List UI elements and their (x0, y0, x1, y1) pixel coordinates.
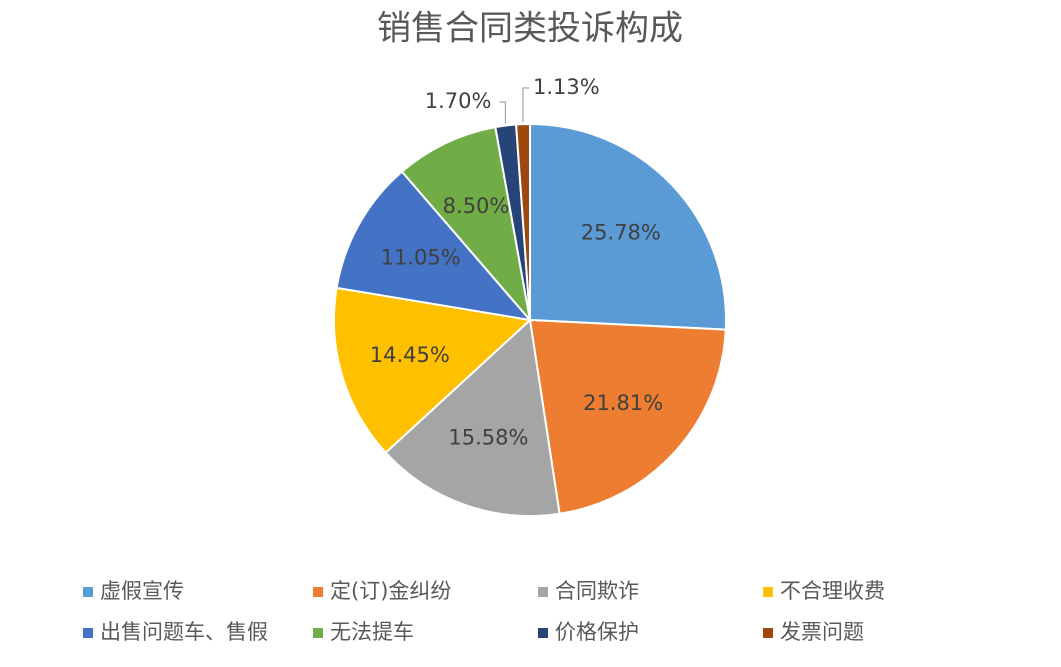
legend-swatch (83, 628, 93, 638)
value-label: 11.05% (381, 246, 461, 270)
pie-slice (400, 125, 532, 324)
legend-swatch (538, 587, 548, 597)
leader-line (522, 87, 529, 123)
value-label: 25.78% (581, 221, 661, 245)
pie-slice (384, 317, 561, 517)
legend-label: 出售问题车、售假 (100, 620, 268, 644)
legend-label: 发票问题 (780, 620, 864, 644)
leader-line (499, 101, 507, 124)
pie-slice (335, 170, 533, 322)
pie-slice (529, 122, 727, 331)
pie-slice (333, 286, 533, 455)
legend-label: 价格保护 (555, 620, 639, 644)
value-label: 1.13% (533, 75, 600, 99)
legend-swatch (538, 628, 548, 638)
value-label: 1.70% (425, 89, 492, 113)
value-label: 8.50% (443, 194, 510, 218)
legend-label: 无法提车 (330, 620, 414, 644)
value-label: 15.58% (448, 425, 528, 449)
legend-swatch (763, 628, 773, 638)
pie-slice (515, 122, 531, 321)
legend-label: 定(订)金纠纷 (330, 579, 451, 603)
chart-title: 销售合同类投诉构成 (377, 9, 683, 49)
value-label: 21.81% (583, 391, 663, 415)
legend-swatch (763, 587, 773, 597)
legend-label: 虚假宣传 (100, 579, 184, 603)
legend-swatch (83, 587, 93, 597)
pie-slice (528, 318, 727, 515)
legend-swatch (313, 587, 323, 597)
legend-swatch (313, 628, 323, 638)
legend-label: 合同欺诈 (555, 579, 639, 603)
legend-label: 不合理收费 (780, 579, 885, 603)
value-label: 14.45% (370, 343, 450, 367)
